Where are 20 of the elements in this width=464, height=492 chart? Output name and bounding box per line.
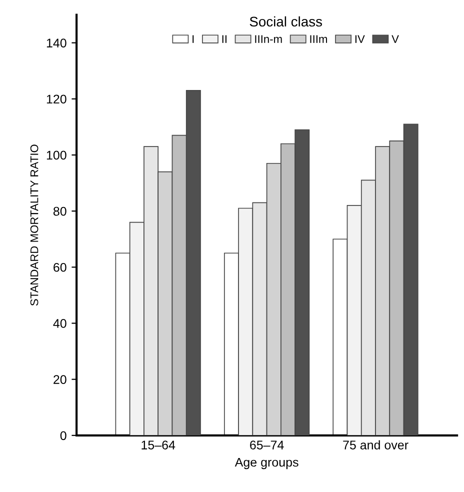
y-tick-label: 80 <box>53 206 66 216</box>
y-tick-label: 20 <box>54 375 66 384</box>
y-tick-label: 100 <box>46 150 66 160</box>
x-tick-label: 75 and over <box>343 440 408 450</box>
legend-label: IV <box>355 35 365 43</box>
x-axis-title: Age groups <box>234 458 298 470</box>
legend-label: II <box>222 35 226 43</box>
y-axis-title: STANDARD MORTALITY RATIO <box>30 144 38 306</box>
y-tick-label: 40 <box>53 319 66 328</box>
y-tick-label: 140 <box>46 38 66 48</box>
x-tick-label: 65–74 <box>250 440 284 450</box>
legend-title: Social class <box>250 16 322 27</box>
legend-label: IIIm <box>310 35 327 43</box>
y-tick-label: 120 <box>46 94 66 104</box>
y-tick-label: 0 <box>60 431 66 440</box>
y-tick-label: 60 <box>54 262 66 272</box>
legend-label: IIIn-m <box>255 35 282 43</box>
x-tick-label: 15–64 <box>142 440 176 450</box>
legend-label: V <box>392 35 399 43</box>
legend-label: I <box>192 35 194 43</box>
